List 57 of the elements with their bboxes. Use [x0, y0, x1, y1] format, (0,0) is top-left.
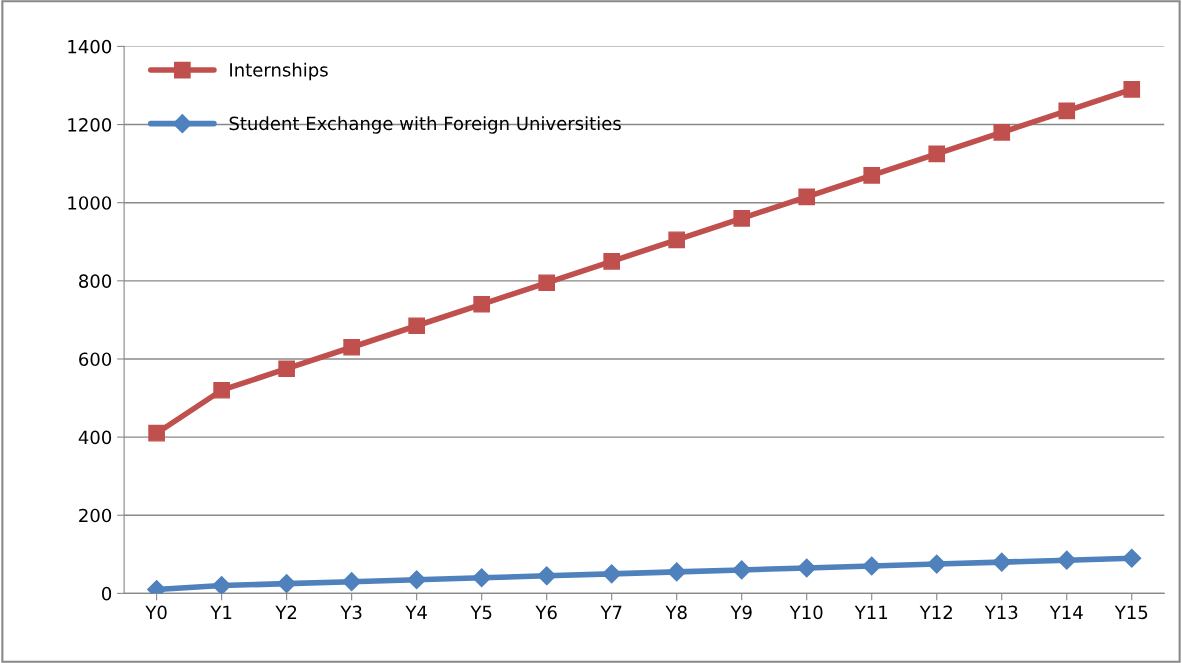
x-tick-label: Y13	[984, 605, 1018, 620]
point	[992, 552, 1012, 572]
point	[343, 338, 360, 356]
legend-label: Internships	[230, 62, 328, 81]
y-tick-label: 1400	[68, 39, 112, 54]
point	[1058, 102, 1076, 120]
point	[993, 124, 1011, 141]
point	[732, 560, 752, 580]
y-tick-label: 600	[79, 352, 112, 367]
x-tick-label: Y9	[730, 605, 752, 620]
x-tick-label: Y15	[1114, 605, 1148, 620]
point	[1123, 81, 1141, 98]
point	[213, 381, 230, 399]
y-tick-label: 400	[78, 430, 112, 445]
y-tick-label: 800	[79, 274, 112, 288]
point	[798, 188, 816, 206]
y-tick-label: 1200	[68, 118, 112, 132]
point	[407, 570, 427, 590]
x-tick-label: Y3	[340, 605, 362, 620]
legend-label: Student Exchange with Foreign Universities	[229, 116, 621, 134]
x-tick-label: Y7	[600, 605, 622, 619]
point	[342, 572, 362, 592]
point	[797, 558, 817, 578]
point	[862, 556, 882, 576]
x-tick-label: Y1	[210, 605, 232, 619]
point	[472, 568, 492, 588]
point	[212, 576, 232, 594]
point	[148, 424, 165, 442]
x-tick-label: Y11	[854, 605, 888, 619]
x-tick-label: Y10	[789, 605, 823, 620]
point	[537, 566, 557, 586]
point	[278, 360, 295, 378]
point	[408, 317, 425, 335]
y-tick-label: 200	[79, 508, 112, 523]
point	[928, 145, 946, 163]
x-tick-label: Y5	[470, 605, 492, 620]
y-tick-label: 1000	[68, 196, 112, 210]
point	[863, 167, 881, 184]
y-tick-label: 0	[102, 586, 112, 601]
point	[473, 295, 490, 313]
point	[667, 562, 687, 582]
point	[538, 274, 556, 292]
x-tick-label: Y6	[535, 605, 557, 620]
x-tick-label: Y2	[275, 605, 297, 619]
x-tick-label: Y4	[405, 605, 427, 619]
x-tick-label: Y12	[919, 605, 952, 619]
point	[602, 564, 622, 584]
x-tick-label: Y8	[665, 605, 687, 620]
point	[733, 209, 751, 227]
point	[1057, 550, 1077, 570]
point	[668, 231, 686, 249]
point	[603, 252, 621, 270]
point	[277, 574, 297, 594]
x-tick-label: Y14	[1049, 605, 1083, 619]
point	[927, 554, 947, 574]
point	[1122, 548, 1142, 568]
x-tick-label: Y0	[145, 605, 167, 620]
